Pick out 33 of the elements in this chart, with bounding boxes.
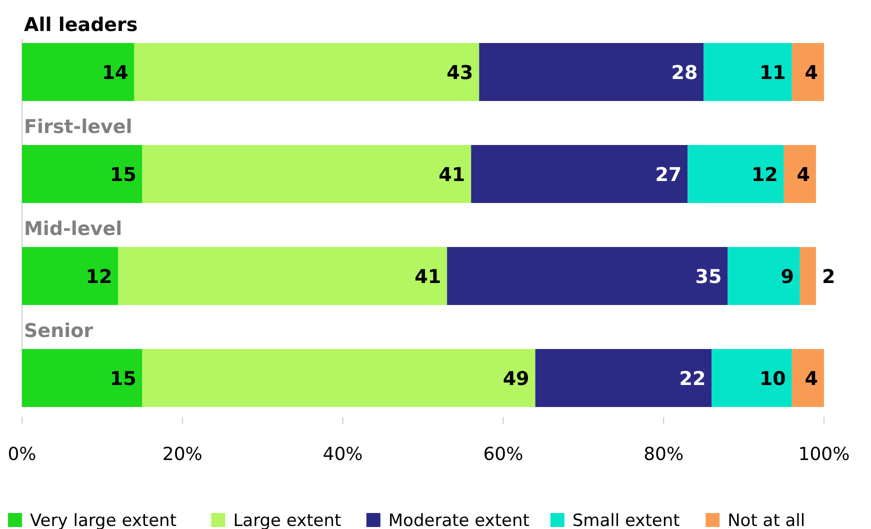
x-tick-label: 60% xyxy=(483,444,524,465)
x-tick-label: 100% xyxy=(798,444,850,465)
data-label: 4 xyxy=(804,368,818,390)
data-label: 28 xyxy=(671,62,698,84)
y-tick-label: Senior xyxy=(24,320,94,342)
data-label: 27 xyxy=(655,164,682,186)
data-label: 35 xyxy=(695,266,722,288)
data-label: 4 xyxy=(796,164,810,186)
legend-label: Moderate extent xyxy=(388,511,530,529)
data-label: 43 xyxy=(446,62,474,84)
legend-label: Small extent xyxy=(572,511,680,529)
y-tick-label: All leaders xyxy=(24,14,138,36)
data-label: 2 xyxy=(822,266,836,288)
data-label: 9 xyxy=(780,266,794,288)
data-label: 15 xyxy=(110,164,136,186)
y-tick-label: Mid-level xyxy=(24,218,122,240)
data-label: 15 xyxy=(110,368,136,390)
data-label: 22 xyxy=(679,368,706,390)
x-tick-label: 0% xyxy=(8,444,36,465)
y-tick-label: First-level xyxy=(24,116,132,138)
data-label: 41 xyxy=(438,164,466,186)
data-label: 10 xyxy=(759,368,786,390)
data-label: 11 xyxy=(759,62,786,84)
data-label: 4 xyxy=(804,62,818,84)
data-label: 14 xyxy=(102,62,128,84)
x-tick-label: 40% xyxy=(322,444,363,465)
x-tick-label: 20% xyxy=(162,444,202,465)
data-label: 41 xyxy=(414,266,442,288)
data-label: 12 xyxy=(751,164,778,186)
data-label: 49 xyxy=(502,368,530,390)
x-tick-label: 80% xyxy=(644,444,684,465)
legend-label: Not at all xyxy=(728,511,806,529)
data-label: 12 xyxy=(86,266,112,288)
